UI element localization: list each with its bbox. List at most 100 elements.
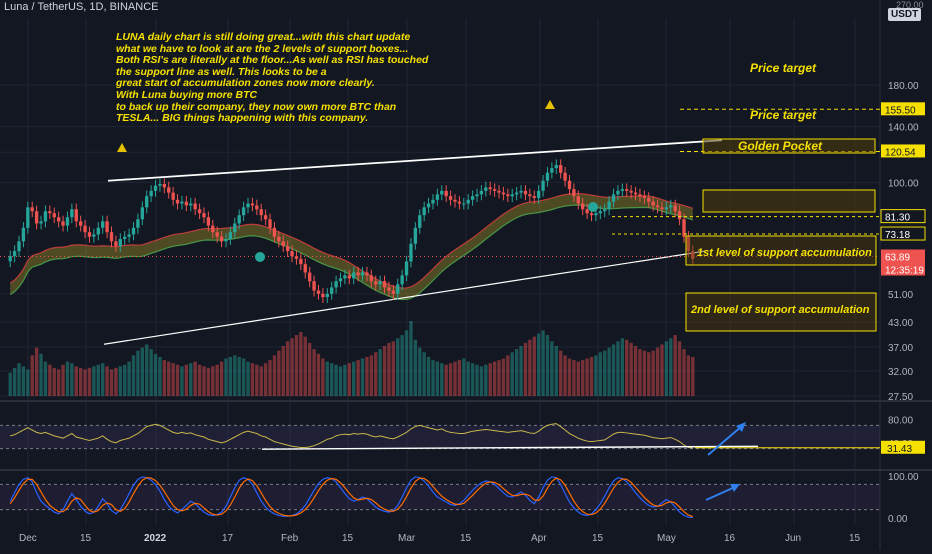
volume-bar — [184, 364, 189, 396]
rsi-value-text: 31.43 — [887, 444, 912, 455]
volume-bar — [272, 355, 277, 396]
candle-body — [563, 172, 567, 181]
candle-body — [431, 199, 435, 204]
candle-body — [426, 203, 431, 208]
candle-body — [581, 203, 585, 210]
volume-bar — [277, 350, 281, 396]
candle-body — [677, 211, 682, 220]
volume-bar — [545, 335, 550, 396]
ma-line-slow — [9, 204, 693, 301]
candle-body — [101, 221, 105, 228]
candle-body — [277, 236, 281, 242]
candle-body — [74, 209, 78, 222]
volume-bar — [391, 341, 396, 396]
candle-body — [136, 219, 140, 228]
candle-body — [369, 275, 373, 282]
candle-body — [514, 192, 519, 195]
volume-bar — [369, 355, 373, 396]
time-tick-label: Mar — [398, 533, 416, 544]
candle-body — [475, 194, 479, 197]
candle-body — [96, 227, 100, 235]
volume-bar — [576, 361, 580, 396]
candle-body — [603, 209, 607, 212]
rsi-line — [10, 423, 693, 449]
volume-bar — [118, 366, 122, 396]
candle-body — [109, 232, 114, 242]
volume-bar — [197, 364, 202, 396]
volume-bar — [440, 363, 444, 396]
volume-bar — [470, 363, 475, 396]
volume-bar — [677, 341, 682, 396]
candle-body — [462, 203, 466, 205]
volume-bar — [39, 353, 43, 396]
candle-body — [237, 215, 241, 224]
volume-bar — [448, 363, 453, 396]
price-tick-label: 27.50 — [888, 392, 913, 403]
candle-body — [26, 207, 30, 228]
volume-bar — [387, 342, 391, 396]
volume-bar — [175, 364, 180, 396]
rsi-up-arrow-head — [736, 422, 746, 432]
volume-bar — [404, 330, 409, 396]
annotation-line: Both RSI's are literally at the floor...… — [116, 54, 429, 67]
price-label-tag — [881, 102, 925, 116]
resistance-trendline — [107, 139, 723, 182]
volume-bar — [347, 363, 351, 396]
volume-bar — [514, 349, 519, 396]
candle-body — [268, 219, 272, 228]
volume-bar — [78, 367, 83, 396]
annotation-text: LUNA daily chart is still doing great...… — [116, 31, 429, 125]
price-label-tag — [881, 249, 925, 263]
candle-body — [453, 199, 457, 202]
candle-body — [510, 194, 514, 197]
candle-body — [338, 278, 343, 282]
volume-bar — [426, 356, 431, 396]
volume-bar — [70, 363, 74, 396]
candle-body — [356, 272, 360, 276]
candle-body — [488, 187, 492, 190]
candle-body — [638, 194, 642, 197]
candle-body — [61, 221, 65, 226]
volume-bar — [563, 355, 567, 396]
volume-bar — [26, 369, 30, 396]
volume-bar — [268, 360, 272, 396]
annotation-line: With Luna buying more BTC — [116, 88, 258, 101]
volume-bar — [259, 366, 263, 396]
volume-bar — [215, 364, 219, 396]
axis-top-value: 270.00 — [896, 0, 924, 10]
candle-body — [219, 236, 224, 242]
volume-bar — [290, 338, 294, 396]
candle-body — [567, 180, 572, 190]
volume-bar — [625, 339, 629, 396]
candle-body — [197, 209, 202, 214]
volume-bar — [567, 358, 572, 396]
volume-bar — [281, 346, 285, 396]
candle-body — [87, 232, 92, 237]
candle-body — [545, 172, 550, 181]
price-label-tag — [880, 226, 926, 241]
currency-badge[interactable]: USDT — [888, 8, 922, 21]
price-target-label-2: Price target — [750, 108, 817, 122]
annotation-line: to back up their company, they now own m… — [116, 100, 397, 113]
annotation-line: great start of accumulation zones now mo… — [116, 77, 375, 90]
candle-body — [171, 192, 175, 200]
candle-body — [642, 196, 647, 198]
volume-bar — [418, 347, 422, 396]
candle-body — [422, 207, 426, 216]
candle-body — [294, 256, 299, 259]
volume-bar — [237, 356, 241, 396]
volume-bar — [303, 336, 307, 396]
rsi-tick-label: 80.00 — [888, 416, 913, 427]
volume-bar — [48, 364, 52, 396]
candle-body — [241, 207, 246, 216]
candle-body — [263, 215, 268, 220]
price-tick-label: 100.00 — [888, 178, 919, 189]
candle-body — [330, 287, 334, 294]
volume-bar — [523, 342, 528, 396]
candle-body — [585, 209, 589, 214]
candle-body — [669, 205, 673, 208]
volume-bar — [431, 360, 435, 396]
candle-body — [466, 199, 470, 204]
